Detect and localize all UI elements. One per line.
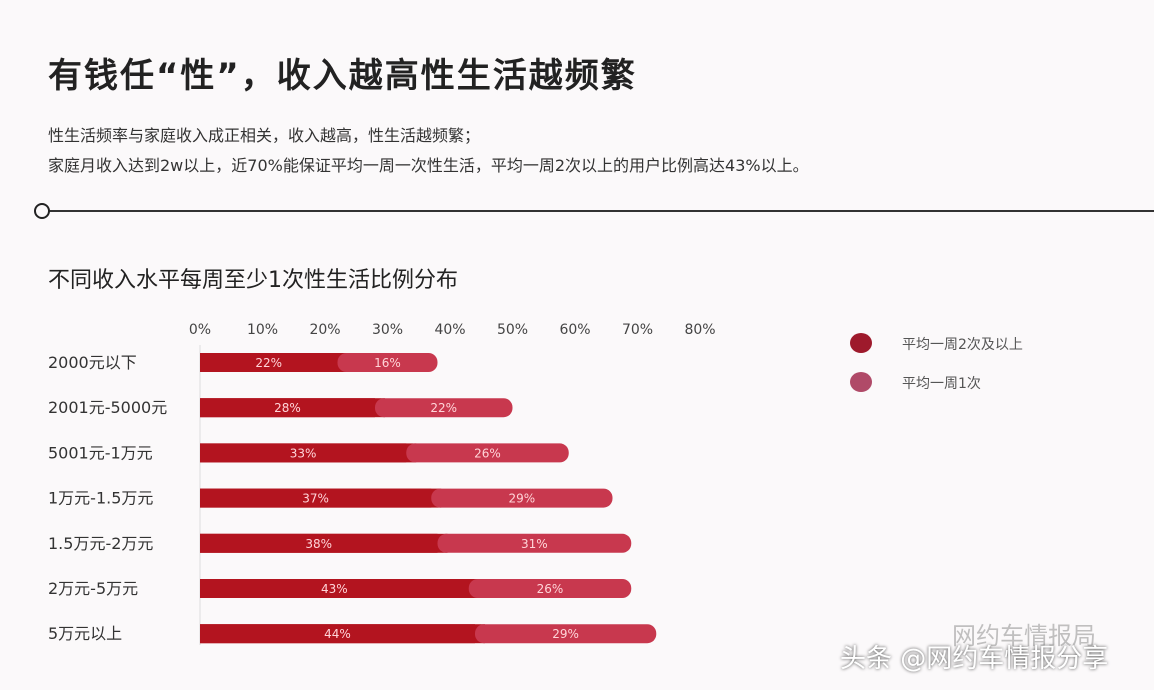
- bar-segment: [431, 488, 613, 508]
- data-label: 33%: [290, 446, 317, 460]
- data-label: 29%: [509, 492, 536, 506]
- divider-dot: [34, 203, 50, 219]
- data-label: 38%: [305, 537, 332, 551]
- category-label: 1万元-1.5万元: [48, 489, 153, 508]
- bar-segment: [475, 624, 657, 644]
- data-label: 43%: [321, 582, 348, 596]
- bar-segment: [375, 398, 513, 418]
- category-label: 1.5万元-2万元: [48, 534, 153, 553]
- subtitle-line-1: 性生活频率与家庭收入成正相关，收入越高，性生活越频繁；: [48, 126, 481, 145]
- data-label: 29%: [552, 627, 579, 641]
- bar-segment-body: [200, 624, 475, 644]
- data-label: 26%: [474, 446, 501, 460]
- category-label: 2万元-5万元: [48, 579, 138, 598]
- category-label: 2000元以下: [48, 353, 137, 372]
- watermark-text: 头条 @网约车情报分享: [840, 644, 1109, 674]
- bar-segment: [468, 579, 632, 598]
- data-label: 22%: [430, 401, 457, 415]
- legend-swatch-1: [850, 372, 872, 392]
- chart-title: 不同收入水平每周至少1次性生活比例分布: [48, 268, 458, 293]
- data-label: 44%: [324, 627, 351, 641]
- watermark-logo-text: 网约车情报局: [952, 622, 1096, 650]
- x-tick-label: 80%: [684, 322, 715, 338]
- data-label: 22%: [255, 356, 282, 370]
- x-tick-label: 20%: [309, 322, 340, 338]
- bar-segment-body: [200, 533, 438, 553]
- page-title: 有钱任“性”，收入越高性生活越频繁: [48, 56, 637, 96]
- x-tick-label: 30%: [372, 322, 403, 338]
- data-label: 37%: [302, 492, 329, 506]
- data-label: 26%: [537, 582, 564, 596]
- category-label: 5001元-1万元: [48, 443, 153, 462]
- legend-label-2plus: 平均一周2次及以上: [902, 337, 1023, 353]
- bar-segment: [406, 443, 569, 463]
- data-label: 16%: [374, 356, 401, 370]
- category-label: 5万元以上: [48, 624, 122, 643]
- bar-segment: [437, 533, 632, 553]
- legend-label-1: 平均一周1次: [902, 376, 981, 392]
- bar-segment-body: [200, 443, 407, 463]
- legend-swatch-2plus: [850, 333, 872, 353]
- bar-segment-body: [200, 353, 338, 372]
- x-tick-label: 0%: [189, 322, 211, 338]
- bar-segment-body: [200, 488, 432, 508]
- x-tick-label: 40%: [434, 322, 465, 338]
- data-label: 31%: [521, 537, 548, 551]
- x-tick-label: 70%: [622, 322, 653, 338]
- data-label: 28%: [274, 401, 301, 415]
- x-tick-label: 10%: [247, 322, 278, 338]
- bar-segment-body: [200, 398, 375, 418]
- x-tick-label: 60%: [559, 322, 590, 338]
- bar-segment-body: [200, 579, 469, 598]
- divider: [44, 210, 1154, 212]
- bar-segment: [337, 353, 438, 372]
- x-tick-label: 50%: [497, 322, 528, 338]
- category-label: 2001元-5000元: [48, 398, 167, 417]
- subtitle-line-2: 家庭月收入达到2w以上，近70%能保证平均一周一次性生活，平均一周2次以上的用户…: [48, 156, 809, 175]
